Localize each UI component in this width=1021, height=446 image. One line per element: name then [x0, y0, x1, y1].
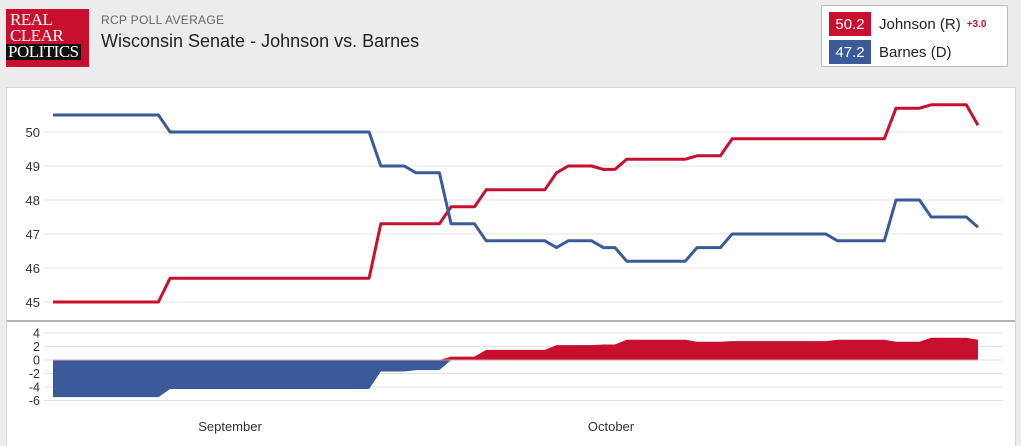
series-line-barnes[interactable]: [53, 113, 979, 263]
main-y-tick-label: 46: [26, 261, 40, 276]
spread-y-tick-label: -2: [29, 367, 40, 381]
main-y-tick-label: 47: [26, 227, 40, 242]
spread-y-tick-label: 4: [33, 327, 40, 341]
spread-y-tick-label: 2: [33, 340, 40, 354]
spread-area-johnson[interactable]: [53, 337, 978, 360]
page-title: Wisconsin Senate - Johnson vs. Barnes: [101, 31, 420, 51]
logo-line-2: CLEAR: [10, 26, 64, 45]
main-y-tick-label: 45: [26, 295, 40, 310]
legend-item-barnes[interactable]: 47.2 Barnes (D): [829, 40, 952, 64]
x-axis-label-october: October: [588, 419, 635, 434]
legend-name-barnes: Barnes (D): [879, 43, 952, 61]
logo-line-1: REAL: [10, 10, 53, 29]
x-axis-label-september: September: [198, 419, 262, 434]
spread-y-tick-label: -4: [29, 381, 40, 395]
rcp-logo[interactable]: REAL CLEAR POLITICS: [6, 9, 89, 67]
spread-y-tick-label: -6: [29, 394, 40, 408]
main-y-tick-label: 49: [26, 159, 40, 174]
spread-area-barnes[interactable]: [53, 360, 978, 398]
series-line-johnson[interactable]: [53, 103, 980, 304]
legend-value-johnson: 50.2: [829, 12, 871, 36]
logo-line-3: POLITICS: [6, 42, 81, 61]
legend-box: 50.2 Johnson (R) +3.0 47.2 Barnes (D): [821, 5, 1008, 67]
legend-name-johnson: Johnson (R): [879, 15, 961, 33]
spread-y-tick-label: 0: [33, 354, 40, 368]
main-y-tick-label: 48: [26, 193, 40, 208]
legend-spread: +3.0: [966, 18, 987, 30]
legend-value-barnes: 47.2: [829, 40, 871, 64]
main-y-tick-label: 50: [26, 125, 40, 140]
legend-item-johnson[interactable]: 50.2 Johnson (R) +3.0: [829, 12, 986, 36]
poll-average-kicker: RCP POLL AVERAGE: [101, 13, 225, 27]
